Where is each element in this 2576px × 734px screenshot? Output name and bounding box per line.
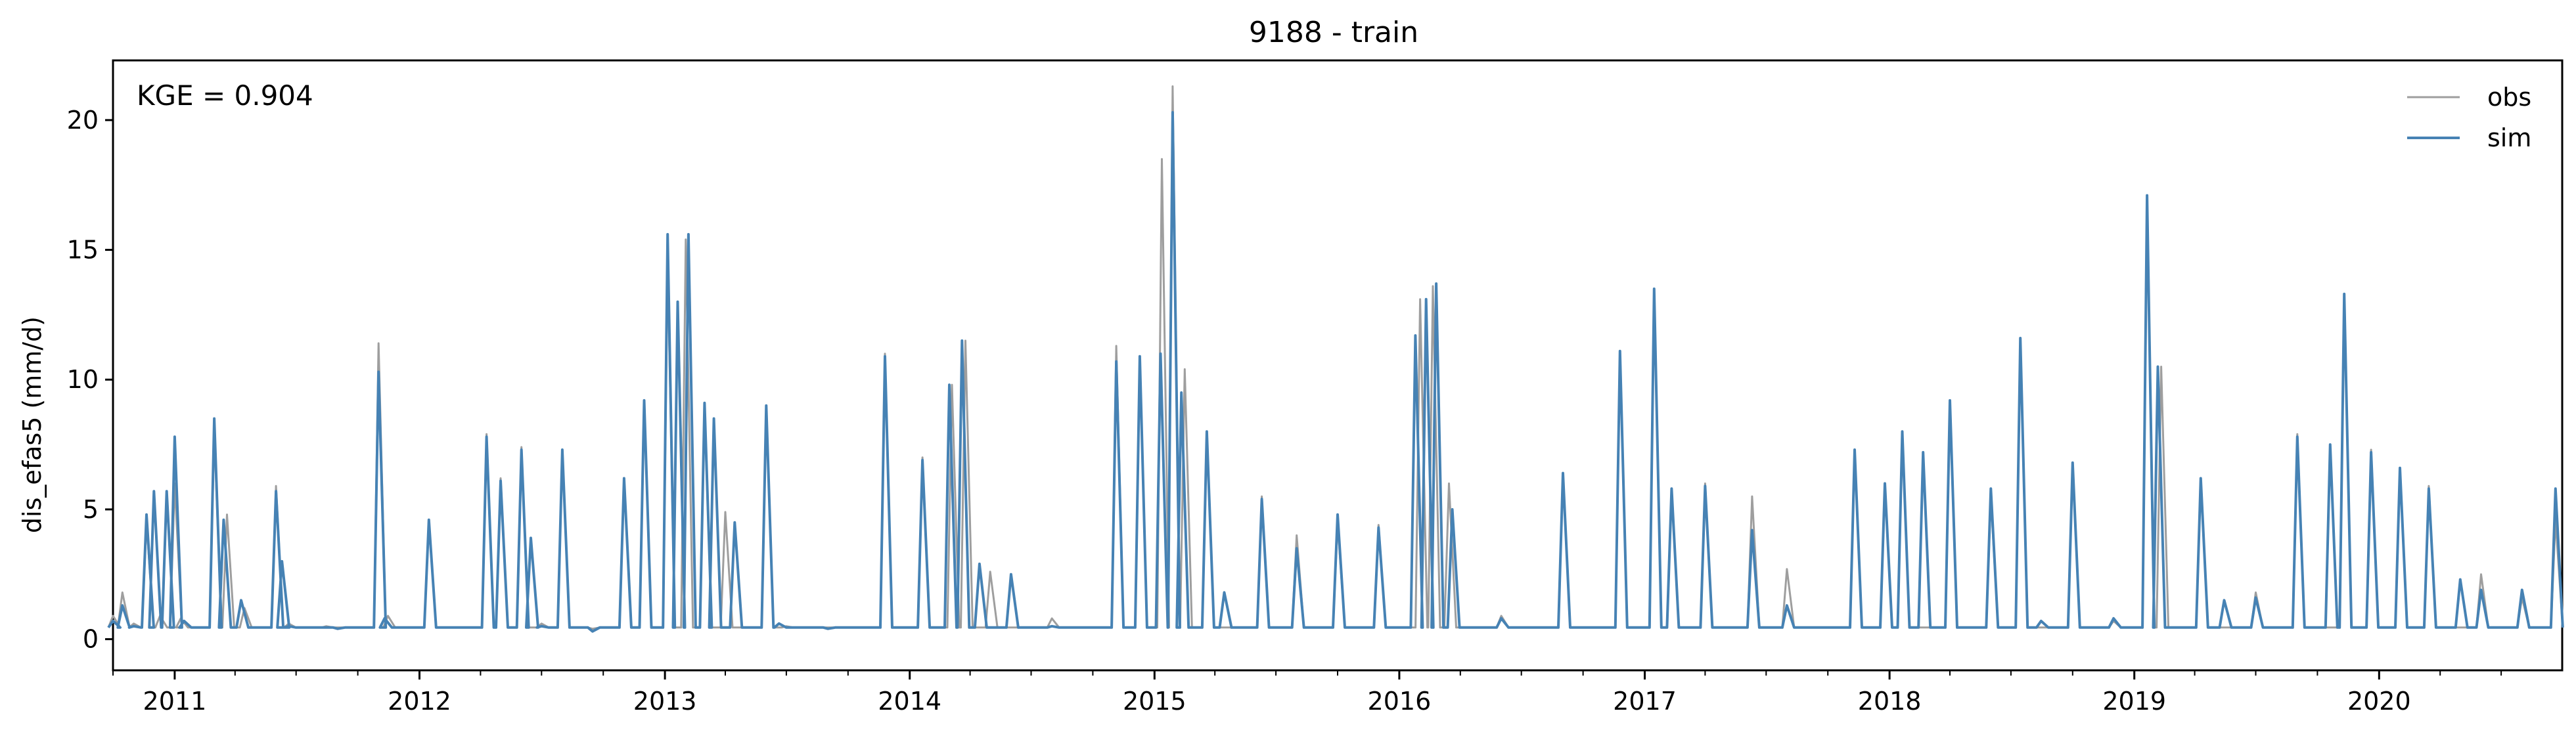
x-tick-label: 2012 [388, 687, 451, 716]
x-tick-label: 2019 [2102, 687, 2166, 716]
plot-frame [112, 59, 2564, 672]
x-tick-label: 2015 [1123, 687, 1186, 716]
series-line-sim [107, 111, 2564, 633]
chart-title: 9188 - train [1249, 16, 1418, 49]
plot-area [107, 59, 2564, 672]
x-tick-label: 2017 [1613, 687, 1677, 716]
legend: obs sim [2407, 83, 2531, 152]
kge-annotation: KGE = 0.904 [137, 79, 313, 112]
x-axis: 2011 2012 2013 2014 2015 2016 2017 2018 2019 2020 [112, 670, 2502, 716]
x-tick-label: 2013 [633, 687, 697, 716]
x-tick-label: 2014 [878, 687, 941, 716]
x-tick-label: 2018 [1858, 687, 1922, 716]
y-axis: 0 5 10 15 20 [67, 106, 113, 654]
y-tick-label: 20 [67, 106, 99, 135]
y-tick-label: 10 [67, 365, 99, 394]
y-tick-label: 15 [67, 236, 99, 265]
legend-label-sim: sim [2487, 123, 2531, 152]
legend-label-obs: obs [2487, 83, 2531, 112]
x-tick-label: 2020 [2347, 687, 2411, 716]
y-axis-label: dis_efas5 (mm/d) [18, 316, 47, 533]
x-tick-label: 2016 [1368, 687, 1432, 716]
series-layer [107, 85, 2564, 633]
x-tick-label: 2011 [143, 687, 207, 716]
y-tick-label: 0 [83, 625, 99, 654]
y-tick-label: 5 [83, 495, 99, 524]
